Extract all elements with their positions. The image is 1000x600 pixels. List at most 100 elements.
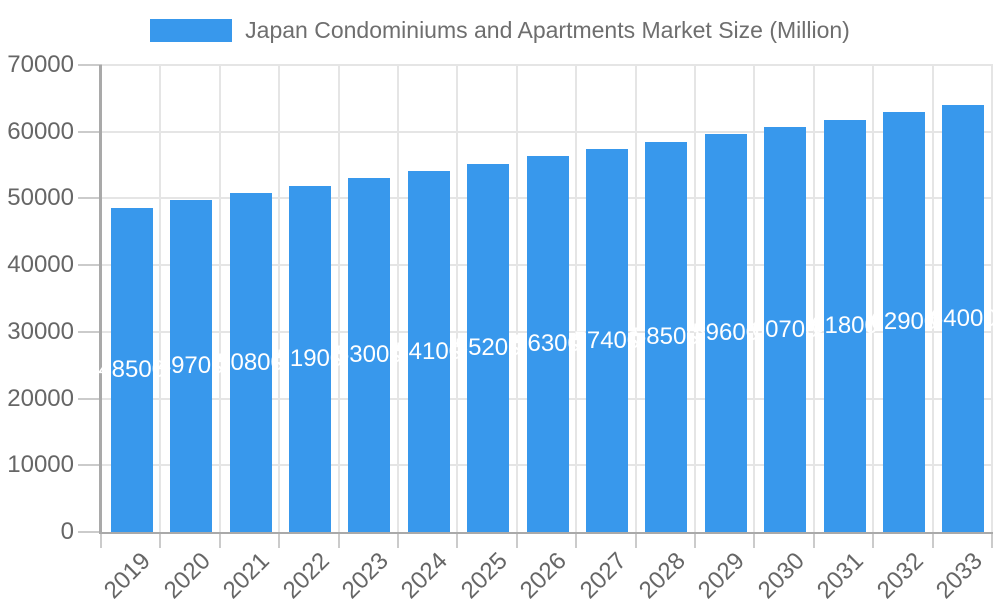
x-tick-mark bbox=[278, 534, 281, 548]
legend-label: Japan Condominiums and Apartments Market… bbox=[245, 17, 850, 43]
x-tick-mark bbox=[753, 534, 756, 548]
x-tick-label: 2019 bbox=[99, 547, 157, 600]
bar-value-label: 59600 bbox=[692, 319, 760, 347]
bar-value-label: 48500 bbox=[98, 356, 166, 384]
bar-value-label: 55200 bbox=[454, 333, 522, 361]
grid-line-v bbox=[694, 65, 696, 532]
x-tick-label: 2020 bbox=[158, 547, 216, 600]
x-tick-label: 2025 bbox=[455, 547, 513, 600]
bar[interactable] bbox=[704, 134, 747, 532]
bar[interactable] bbox=[288, 185, 331, 532]
x-tick-label: 2022 bbox=[277, 547, 335, 600]
y-tick-mark bbox=[78, 464, 102, 467]
y-axis-line bbox=[99, 65, 102, 534]
bar[interactable] bbox=[407, 171, 450, 532]
bar-value-label: 56300 bbox=[514, 330, 581, 358]
x-tick-mark bbox=[218, 534, 221, 548]
grid-line-v bbox=[575, 65, 578, 532]
x-tick-label: 2028 bbox=[633, 547, 691, 600]
bar-value-label: 53000 bbox=[335, 341, 403, 369]
bar-value-label: 58500 bbox=[632, 322, 700, 350]
y-tick-mark bbox=[78, 264, 102, 267]
y-tick-mark bbox=[78, 531, 102, 533]
grid-line-v bbox=[456, 65, 459, 532]
x-tick-label: 2023 bbox=[336, 547, 394, 600]
x-tick-mark bbox=[931, 534, 934, 548]
x-tick-mark bbox=[812, 534, 815, 548]
x-tick-mark bbox=[634, 534, 637, 548]
x-tick-label: 2032 bbox=[871, 547, 929, 600]
grid-line-v bbox=[337, 65, 340, 532]
y-tick-label: 10000 bbox=[7, 451, 74, 479]
bar[interactable] bbox=[645, 141, 688, 532]
x-tick-label: 2026 bbox=[515, 547, 572, 600]
x-tick-mark bbox=[397, 534, 399, 548]
grid-line-h bbox=[102, 64, 993, 66]
grid-line-v bbox=[991, 65, 993, 532]
y-tick-label: 70000 bbox=[7, 51, 74, 78]
y-tick-label: 0 bbox=[60, 518, 74, 545]
x-tick-label: 2031 bbox=[812, 547, 869, 600]
grid-line-v bbox=[278, 65, 281, 532]
grid-line-v bbox=[218, 65, 221, 532]
x-tick-label: 2024 bbox=[396, 547, 454, 600]
bar-value-label: 50800 bbox=[217, 348, 284, 376]
grid-line-h bbox=[102, 130, 993, 133]
bar-value-label: 49700 bbox=[157, 352, 225, 380]
x-tick-mark bbox=[456, 534, 459, 548]
bar[interactable] bbox=[823, 119, 866, 532]
bar-value-label: 64000 bbox=[929, 304, 997, 332]
x-tick-label: 2027 bbox=[574, 547, 632, 600]
bar[interactable] bbox=[882, 112, 925, 532]
grid-line-v bbox=[812, 65, 815, 532]
bar-value-label: 61800 bbox=[811, 311, 878, 339]
y-tick-mark bbox=[78, 197, 102, 200]
bar-value-label: 62900 bbox=[870, 308, 938, 336]
x-tick-mark bbox=[159, 534, 162, 548]
bar[interactable] bbox=[348, 178, 391, 532]
bar[interactable] bbox=[110, 208, 153, 532]
x-tick-mark bbox=[694, 534, 696, 548]
bar-value-label: 51900 bbox=[276, 344, 344, 372]
grid-line-v bbox=[159, 65, 162, 532]
x-tick-mark bbox=[872, 534, 875, 548]
bar[interactable] bbox=[467, 163, 510, 532]
grid-line-v bbox=[931, 65, 934, 532]
y-tick-mark bbox=[78, 130, 102, 133]
grid-line-v bbox=[753, 65, 756, 532]
bar-value-label: 60700 bbox=[751, 315, 819, 343]
x-tick-mark bbox=[337, 534, 340, 548]
legend-item[interactable]: Japan Condominiums and Apartments Market… bbox=[0, 17, 1000, 43]
grid-line-v bbox=[872, 65, 875, 532]
y-tick-mark bbox=[78, 330, 102, 333]
y-tick-label: 60000 bbox=[7, 117, 74, 145]
x-tick-label: 2033 bbox=[930, 547, 988, 600]
x-tick-mark bbox=[515, 534, 518, 548]
y-tick-mark bbox=[78, 397, 102, 400]
grid-line-v bbox=[515, 65, 518, 532]
bar-value-label: 54100 bbox=[395, 337, 463, 365]
x-tick-mark bbox=[991, 534, 993, 548]
bar[interactable] bbox=[526, 156, 569, 532]
y-tick-label: 20000 bbox=[7, 384, 74, 412]
legend-swatch-icon bbox=[150, 18, 233, 42]
x-tick-label: 2021 bbox=[218, 547, 275, 600]
x-tick-mark bbox=[100, 534, 102, 548]
grid-line-v bbox=[634, 65, 637, 532]
y-tick-mark bbox=[78, 64, 102, 66]
y-tick-label: 30000 bbox=[7, 317, 74, 345]
x-axis-line bbox=[99, 532, 993, 534]
x-tick-mark bbox=[575, 534, 578, 548]
bar-value-label: 57400 bbox=[573, 326, 641, 354]
bar[interactable] bbox=[585, 149, 628, 532]
y-tick-label: 50000 bbox=[7, 184, 74, 212]
x-tick-label: 2029 bbox=[693, 547, 751, 600]
bar[interactable] bbox=[764, 127, 807, 532]
grid-line-v bbox=[397, 65, 399, 532]
y-tick-label: 40000 bbox=[7, 251, 74, 279]
bar[interactable] bbox=[229, 193, 272, 532]
bar[interactable] bbox=[170, 200, 213, 532]
bar[interactable] bbox=[942, 105, 985, 532]
